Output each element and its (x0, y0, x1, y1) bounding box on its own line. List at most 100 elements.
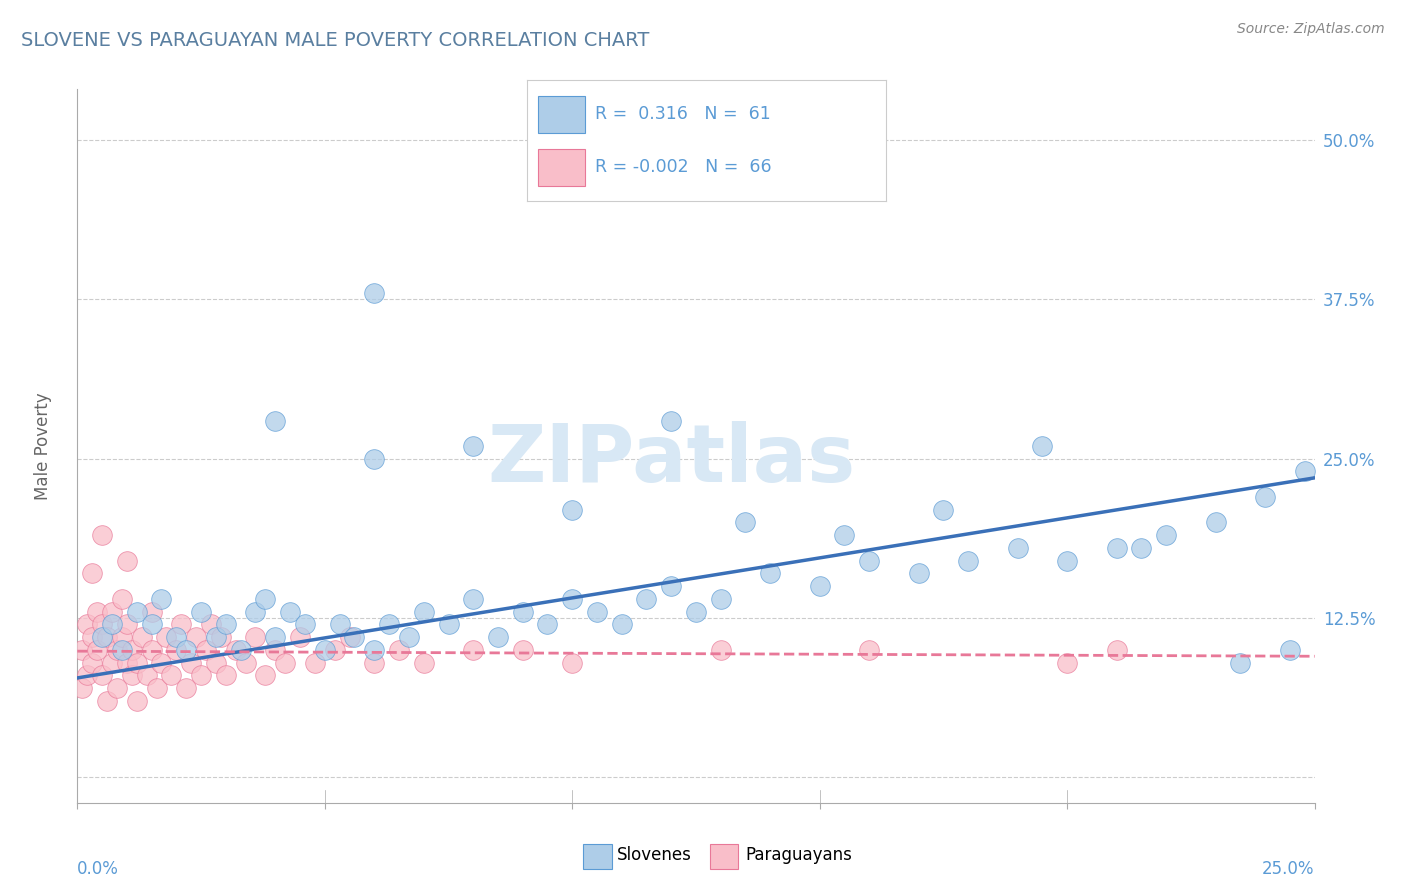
Point (1229, 656, 1251, 670)
Point (200, 617, 222, 632)
Point (254, 591, 277, 606)
Point (759, 566, 782, 581)
Point (72, 643, 94, 657)
Text: 0.0%: 0.0% (77, 860, 120, 878)
Text: Male Poverty: Male Poverty (34, 392, 52, 500)
Point (125, 694, 148, 708)
Point (184, 630, 207, 644)
Point (858, 554, 880, 568)
Point (586, 605, 609, 619)
Point (834, 528, 856, 542)
Point (512, 643, 534, 657)
Point (225, 643, 247, 657)
Point (278, 605, 301, 619)
Point (205, 656, 228, 670)
Point (155, 630, 177, 644)
Point (245, 630, 267, 644)
Point (165, 630, 187, 644)
Text: ZIPatlas: ZIPatlas (486, 421, 855, 500)
Point (388, 643, 411, 657)
Point (363, 451, 385, 466)
Point (115, 554, 138, 568)
Point (82, 656, 104, 670)
Point (245, 605, 267, 619)
Point (76, 617, 98, 632)
Point (229, 643, 252, 657)
Point (288, 630, 311, 644)
Point (363, 656, 385, 670)
Point (932, 502, 955, 516)
Point (710, 643, 733, 657)
Point (858, 643, 880, 657)
Point (636, 591, 658, 606)
Point (1154, 528, 1177, 542)
Point (105, 681, 128, 695)
Point (264, 413, 287, 427)
Point (304, 656, 326, 670)
Point (190, 605, 212, 619)
Point (1130, 541, 1153, 555)
Point (209, 630, 232, 644)
Point (343, 630, 366, 644)
Point (141, 643, 163, 657)
Point (111, 630, 134, 644)
Point (463, 643, 485, 657)
Point (685, 605, 707, 619)
Point (195, 643, 218, 657)
Point (115, 656, 138, 670)
Point (363, 286, 385, 301)
Text: SLOVENE VS PARAGUAYAN MALE POVERTY CORRELATION CHART: SLOVENE VS PARAGUAYAN MALE POVERTY CORRE… (21, 31, 650, 50)
Point (1056, 554, 1078, 568)
Point (710, 591, 733, 606)
Point (111, 643, 134, 657)
Point (1105, 643, 1128, 657)
Text: 25.0%: 25.0% (1263, 860, 1315, 878)
Point (437, 617, 460, 632)
Point (82, 630, 104, 644)
Point (121, 668, 143, 682)
Point (141, 617, 163, 632)
Point (1105, 541, 1128, 555)
Point (378, 617, 401, 632)
FancyBboxPatch shape (538, 149, 585, 186)
Point (274, 656, 297, 670)
Point (398, 630, 420, 644)
Point (759, 159, 782, 173)
Point (91, 630, 114, 644)
Point (111, 591, 134, 606)
Point (463, 591, 485, 606)
Point (486, 630, 509, 644)
Point (170, 617, 193, 632)
Text: Source: ZipAtlas.com: Source: ZipAtlas.com (1237, 22, 1385, 37)
Point (808, 579, 831, 593)
Point (412, 605, 434, 619)
Point (86, 643, 108, 657)
Point (339, 630, 361, 644)
Point (561, 502, 583, 516)
Point (907, 566, 929, 581)
Point (1254, 490, 1277, 504)
Text: Slovenes: Slovenes (617, 846, 692, 863)
Point (659, 579, 682, 593)
FancyBboxPatch shape (538, 96, 585, 133)
Point (131, 630, 153, 644)
Point (165, 643, 187, 657)
Point (105, 643, 128, 657)
Point (323, 643, 346, 657)
Point (174, 681, 197, 695)
Point (190, 668, 212, 682)
Point (96, 630, 118, 644)
Text: Paraguayans: Paraguayans (745, 846, 852, 863)
Point (101, 605, 124, 619)
Point (1294, 465, 1316, 479)
Point (145, 681, 167, 695)
Point (125, 656, 148, 670)
Point (82, 566, 104, 581)
Point (1205, 516, 1227, 530)
Point (91, 668, 114, 682)
Point (101, 617, 124, 632)
Point (1056, 656, 1078, 670)
Point (180, 656, 202, 670)
Point (96, 694, 118, 708)
Point (412, 656, 434, 670)
